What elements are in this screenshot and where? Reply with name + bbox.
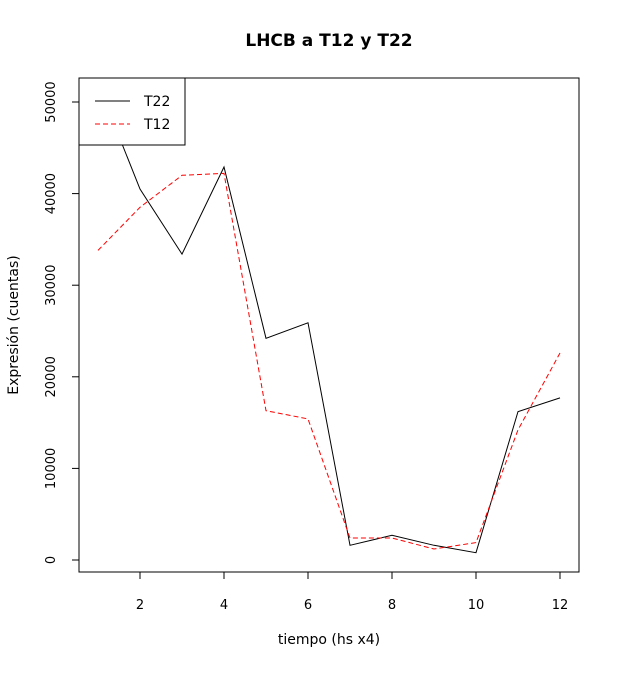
series-line-t22 (97, 83, 561, 554)
series-line-t12 (97, 172, 561, 550)
chart-title: LHCB a T12 y T22 (245, 31, 412, 51)
legend-label-t12: T12 (143, 117, 170, 133)
y-axis: 0 10000 20000 30000 40000 50000 (44, 81, 80, 564)
x-axis: 2 4 6 8 10 12 (136, 571, 569, 613)
x-axis-label: tiempo (hs x4) (278, 632, 380, 648)
y-tick-label: 10000 (44, 448, 59, 489)
y-tick-label: 50000 (44, 81, 59, 122)
plot-frame (78, 77, 580, 573)
x-tick-label: 10 (468, 598, 485, 613)
y-axis-label: Expresión (cuentas) (6, 255, 22, 395)
series-layer (97, 83, 561, 554)
x-tick-label: 6 (304, 598, 312, 613)
x-tick-label: 2 (136, 598, 144, 613)
x-tick-label: 12 (552, 598, 569, 613)
y-tick-label: 20000 (44, 356, 59, 397)
y-tick-label: 40000 (44, 173, 59, 214)
y-tick-label: 0 (44, 556, 59, 564)
x-tick-label: 8 (388, 598, 396, 613)
y-tick-label: 30000 (44, 265, 59, 306)
x-tick-label: 4 (220, 598, 228, 613)
legend-label-t22: T22 (143, 94, 170, 110)
legend-box (78, 77, 186, 146)
